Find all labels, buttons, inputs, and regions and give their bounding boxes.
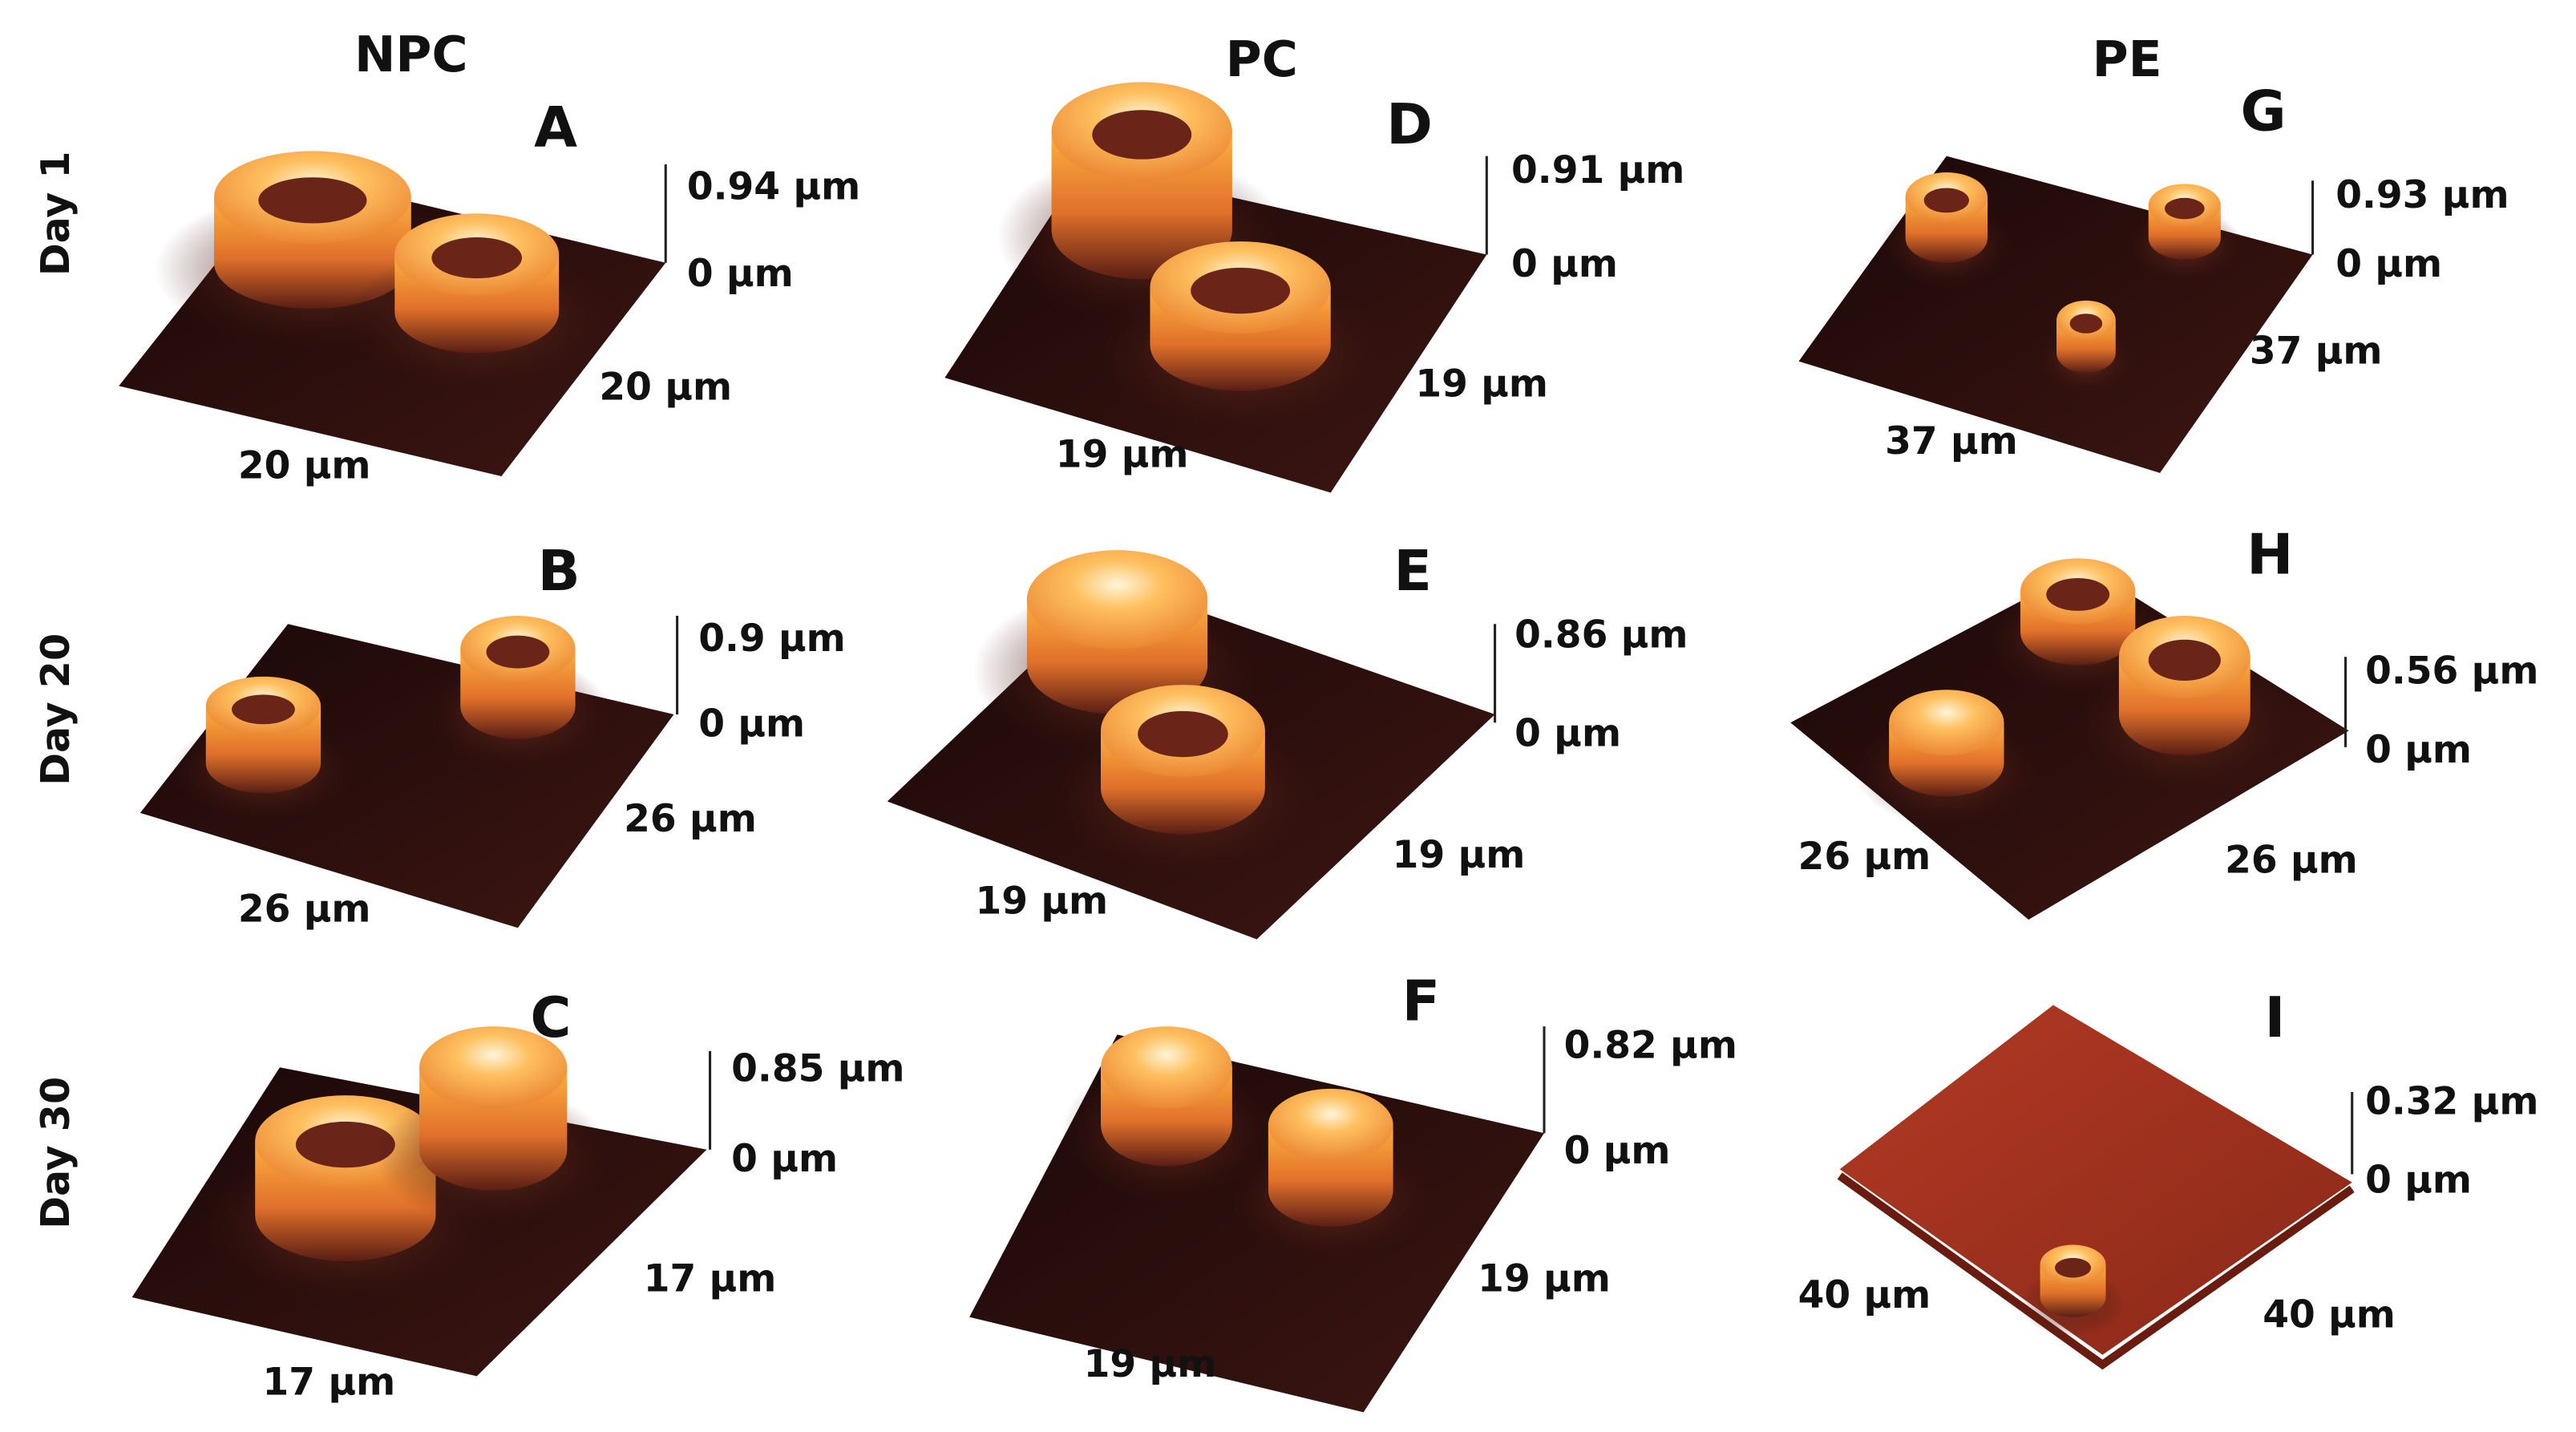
y-size-label: 26 μm — [624, 797, 757, 841]
panel-letter: H — [2246, 522, 2293, 587]
z-max-label: 0.82 μm — [1564, 1024, 1737, 1068]
panel-letter: I — [2264, 985, 2285, 1050]
panel-letter: D — [1386, 92, 1433, 157]
column-header: PE — [2093, 31, 2162, 88]
y-size-label: 19 μm — [1478, 1257, 1611, 1301]
z-min-label: 0 μm — [2335, 242, 2442, 286]
x-size-label: 26 μm — [1798, 835, 1931, 879]
panel-letter: B — [538, 539, 580, 604]
z-max-label: 0.91 μm — [1511, 148, 1684, 192]
y-size-label: 40 μm — [2263, 1293, 2396, 1337]
z-min-label: 0 μm — [687, 252, 794, 296]
pillar-hole — [2165, 197, 2205, 220]
x-size-label: 19 μm — [975, 879, 1108, 923]
z-max-label: 0.56 μm — [2365, 649, 2538, 694]
pillar-hole — [232, 694, 295, 725]
z-max-label: 0.93 μm — [2335, 173, 2509, 217]
pillar-top — [1026, 550, 1208, 649]
column-header: PC — [1226, 31, 1298, 88]
row-label: Day 1 — [32, 151, 79, 276]
z-min-label: 0 μm — [2365, 1159, 2472, 1203]
z-min-label: 0 μm — [731, 1137, 838, 1181]
panel-letter: E — [1393, 539, 1432, 604]
y-size-label: 20 μm — [599, 365, 732, 409]
pillar-hole — [2046, 577, 2110, 611]
column-header: NPC — [354, 26, 468, 83]
z-max-label: 0.94 μm — [687, 165, 860, 209]
row-label: Day 30 — [32, 1077, 79, 1229]
pillar-hole — [295, 1121, 395, 1168]
pillar-hole — [1138, 710, 1228, 758]
row-label: Day 20 — [32, 633, 79, 786]
z-min-label: 0 μm — [698, 702, 805, 746]
z-max-label: 0.32 μm — [2365, 1079, 2538, 1123]
x-size-label: 19 μm — [1056, 432, 1189, 476]
z-max-label: 0.85 μm — [731, 1046, 904, 1090]
panel-letter: A — [534, 95, 577, 160]
pillar-top — [419, 1026, 568, 1109]
pillar-hole — [258, 177, 367, 224]
pillar-hole — [1191, 267, 1291, 314]
pillar-top — [1889, 690, 2004, 756]
z-min-label: 0 μm — [1514, 712, 1621, 756]
pillar-hole — [1092, 110, 1192, 160]
y-size-label: 37 μm — [2250, 329, 2383, 373]
y-size-label: 19 μm — [1393, 833, 1526, 877]
afm-panel: I 0.32 μm 0 μm 40 μm 40 μm — [1798, 985, 2538, 1370]
surface — [1839, 1005, 2352, 1355]
pillar-top — [1101, 1026, 1232, 1109]
z-min-label: 0 μm — [1511, 242, 1618, 286]
z-min-label: 0 μm — [1564, 1129, 1671, 1173]
afm-panel: A 0.94 μm 0 μm 20 μm 20 μm — [119, 95, 860, 488]
afm-panel: H 0.56 μm 0 μm 26 μm 26 μm — [1790, 522, 2538, 920]
afm-panel: D 0.91 μm 0 μm 19 μm 19 μm — [944, 82, 1684, 493]
y-size-label: 17 μm — [644, 1257, 777, 1301]
x-size-label: 37 μm — [1885, 419, 2018, 463]
y-size-label: 19 μm — [1415, 362, 1548, 406]
x-size-label: 19 μm — [1084, 1342, 1217, 1386]
panel-letter: F — [1402, 969, 1441, 1034]
x-size-label: 20 μm — [238, 444, 371, 488]
pillar-hole — [2069, 314, 2103, 334]
pillar-hole — [2148, 639, 2221, 681]
y-size-label: 26 μm — [2225, 838, 2358, 882]
pillar-hole — [486, 635, 550, 669]
afm-panel: B 0.9 μm 0 μm 26 μm 26 μm — [140, 539, 846, 932]
z-max-label: 0.86 μm — [1514, 613, 1688, 657]
z-min-label: 0 μm — [2365, 728, 2472, 772]
pillar-hole — [1923, 188, 1969, 213]
x-size-label: 26 μm — [238, 888, 371, 932]
afm-panel: C 0.85 μm 0 μm 17 μm 17 μm — [131, 985, 905, 1405]
x-size-label: 40 μm — [1798, 1273, 1931, 1317]
panel-letter: C — [530, 985, 571, 1050]
pillar-top — [1268, 1088, 1393, 1162]
surface-edge — [1837, 1172, 2355, 1370]
panel-letter: G — [2241, 79, 2287, 144]
afm-panel: F 0.82 μm 0 μm 19 μm 19 μm — [969, 969, 1737, 1413]
pillar-hole — [2054, 1257, 2092, 1278]
pillar-hole — [431, 237, 523, 279]
afm-panel: E 0.86 μm 0 μm 19 μm 19 μm — [887, 539, 1688, 940]
x-size-label: 17 μm — [263, 1361, 396, 1405]
surface — [1798, 156, 2313, 473]
z-max-label: 0.9 μm — [698, 617, 846, 661]
afm-panel: G 0.93 μm 0 μm 37 μm 37 μm — [1798, 79, 2509, 473]
